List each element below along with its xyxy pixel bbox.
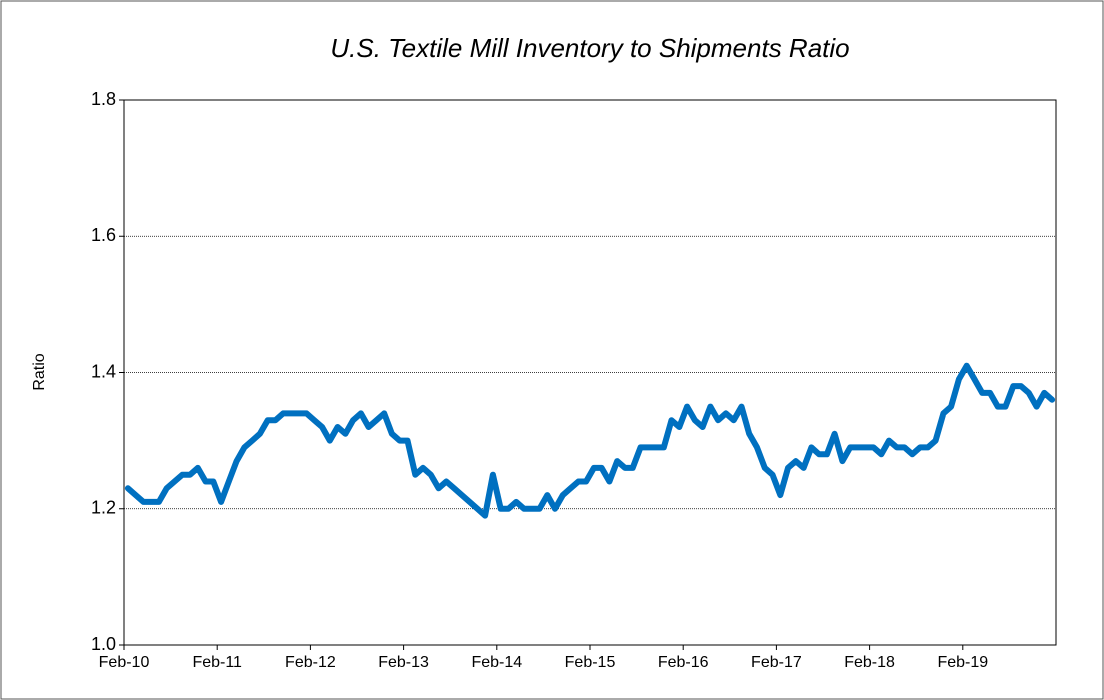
line-series [124,362,1056,519]
y-tick-label: 1.6 [91,225,116,245]
chart-title: U.S. Textile Mill Inventory to Shipments… [330,33,849,63]
x-tick-label: Feb-16 [658,654,709,671]
y-tick-label: 1.8 [91,89,116,109]
x-tick-label: Feb-12 [285,654,336,671]
y-tick-label: 1.4 [91,361,116,381]
x-tick-label: Feb-18 [844,654,895,671]
x-tick-label: Feb-15 [565,654,616,671]
x-tick-label: Feb-19 [937,654,988,671]
x-tick-label: Feb-14 [471,654,522,671]
x-tick-label: Feb-13 [378,654,429,671]
y-axis-label: Ratio [31,353,48,390]
x-tick-label: Feb-11 [192,654,242,671]
x-tick-label: Feb-17 [751,654,802,671]
y-tick-label: 1.2 [91,498,116,518]
y-tick-label: 1.0 [91,634,116,654]
x-tick-label: Feb-10 [99,654,150,671]
